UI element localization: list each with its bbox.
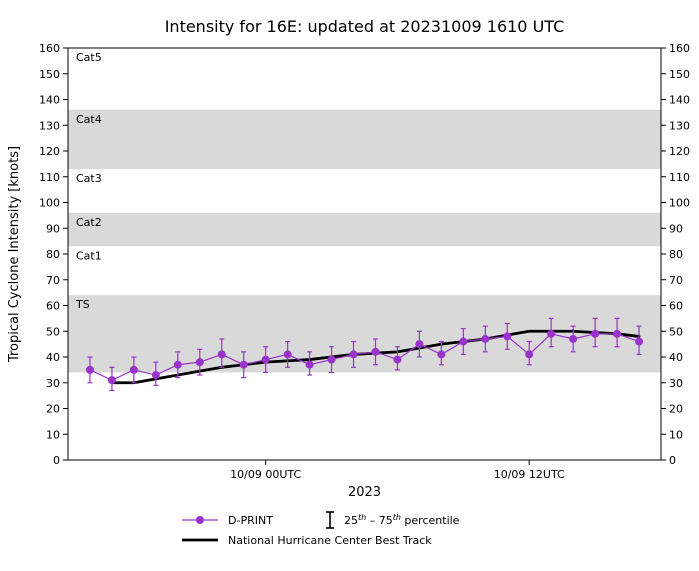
dprint-marker (130, 366, 138, 374)
dprint-marker (481, 335, 489, 343)
dprint-marker (306, 361, 314, 369)
ytick-label: 150 (39, 68, 60, 81)
ytick-label-right: 110 (669, 171, 690, 184)
ytick-label-right: 130 (669, 119, 690, 132)
dprint-marker (218, 350, 226, 358)
ytick-label: 10 (46, 428, 60, 441)
dprint-marker (525, 350, 533, 358)
dprint-marker (262, 356, 270, 364)
dprint-marker (152, 371, 160, 379)
category-label: Cat4 (76, 113, 102, 126)
dprint-marker (613, 330, 621, 338)
ytick-label-right: 70 (669, 274, 683, 287)
dprint-marker (328, 356, 336, 364)
legend-dprint-marker (196, 516, 204, 524)
y-axis-label: Tropical Cyclone Intensity [knots] (7, 146, 22, 363)
dprint-marker (174, 361, 182, 369)
ytick-label-right: 160 (669, 42, 690, 55)
ytick-label-right: 20 (669, 403, 683, 416)
ytick-label: 100 (39, 197, 60, 210)
ytick-label-right: 140 (669, 94, 690, 107)
ytick-label: 90 (46, 222, 60, 235)
legend-percentile-label: 25th – 75th percentile (344, 513, 460, 528)
ytick-label-right: 90 (669, 222, 683, 235)
dprint-marker (547, 330, 555, 338)
category-label: Cat5 (76, 51, 102, 64)
dprint-marker (86, 366, 94, 374)
ytick-label: 130 (39, 119, 60, 132)
ytick-label: 50 (46, 325, 60, 338)
category-band (68, 110, 661, 169)
intensity-chart: 0 0 10 10 20 20 30 30 40 40 50 50 60 60 70 70 80 80 90 90 10… (0, 0, 699, 571)
category-band (68, 213, 661, 246)
dprint-marker (350, 350, 358, 358)
category-label: TS (75, 298, 90, 311)
chart-svg: 0 0 10 10 20 20 30 30 40 40 50 50 60 60 70 70 80 80 90 90 10… (0, 0, 699, 571)
dprint-marker (196, 358, 204, 366)
dprint-marker (437, 350, 445, 358)
dprint-marker (240, 361, 248, 369)
ytick-label-right: 100 (669, 197, 690, 210)
ytick-label-right: 0 (669, 454, 676, 467)
legend-dprint-label: D-PRINT (228, 514, 273, 527)
ytick-label-right: 150 (669, 68, 690, 81)
category-label: Cat1 (76, 249, 102, 262)
legend-besttrack-label: National Hurricane Center Best Track (228, 534, 432, 547)
ytick-label-right: 30 (669, 377, 683, 390)
ytick-label: 40 (46, 351, 60, 364)
dprint-marker (635, 338, 643, 346)
dprint-marker (108, 376, 116, 384)
dprint-marker (503, 332, 511, 340)
ytick-label-right: 60 (669, 300, 683, 313)
ytick-label: 140 (39, 94, 60, 107)
dprint-marker (591, 330, 599, 338)
ytick-label: 80 (46, 248, 60, 261)
ytick-label: 0 (53, 454, 60, 467)
chart-title: Intensity for 16E: updated at 20231009 1… (165, 17, 565, 36)
category-label: Cat2 (76, 216, 102, 229)
category-label: Cat3 (76, 172, 102, 185)
category-band (68, 295, 661, 372)
ytick-label: 120 (39, 145, 60, 158)
dprint-marker (284, 350, 292, 358)
dprint-marker (371, 348, 379, 356)
ytick-label: 60 (46, 300, 60, 313)
ytick-label: 20 (46, 403, 60, 416)
ytick-label: 30 (46, 377, 60, 390)
ytick-label-right: 10 (669, 428, 683, 441)
xtick-label: 10/09 12UTC (494, 468, 565, 481)
ytick-label-right: 40 (669, 351, 683, 364)
ytick-label: 110 (39, 171, 60, 184)
dprint-marker (415, 340, 423, 348)
dprint-marker (459, 338, 467, 346)
xtick-label: 10/09 00UTC (230, 468, 301, 481)
ytick-label-right: 120 (669, 145, 690, 158)
dprint-marker (569, 335, 577, 343)
ytick-label: 70 (46, 274, 60, 287)
ytick-label-right: 80 (669, 248, 683, 261)
x-axis-label: 2023 (348, 485, 381, 500)
ytick-label-right: 50 (669, 325, 683, 338)
dprint-marker (393, 356, 401, 364)
ytick-label: 160 (39, 42, 60, 55)
